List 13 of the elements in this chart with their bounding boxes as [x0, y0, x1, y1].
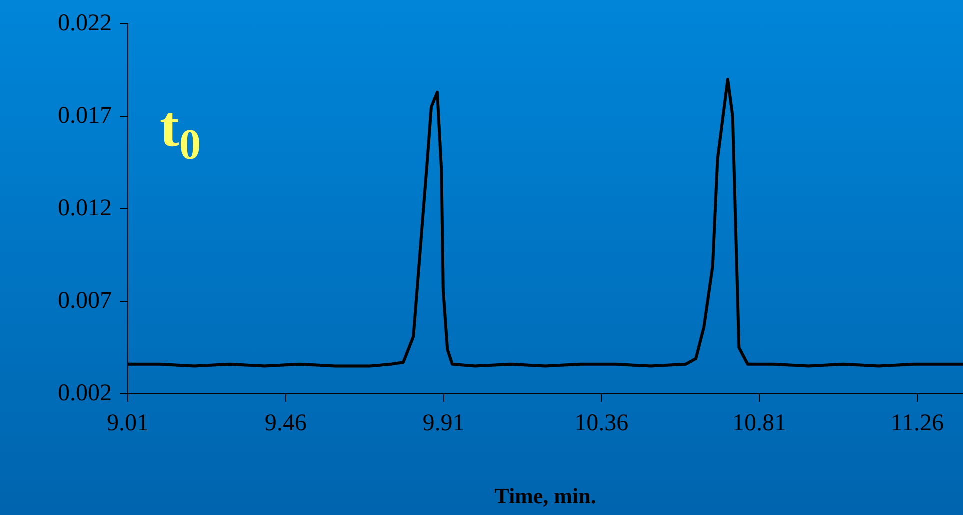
x-tick-label: 9.91 [422, 410, 465, 437]
y-tick-label: 0.017 [58, 102, 112, 129]
x-tick-label: 9.01 [107, 410, 149, 437]
annotation: t$_{0}$ [160, 94, 202, 170]
x-tick-label: 11.26 [890, 410, 944, 437]
x-axis-title: Time, min. [494, 483, 596, 508]
y-tick-label: 0.007 [58, 288, 112, 314]
x-tick-label: 9.46 [264, 410, 307, 437]
y-tick-label: 0.022 [58, 10, 112, 36]
y-tick-label: 0.002 [58, 380, 112, 406]
y-tick-label: 0.012 [58, 195, 112, 222]
x-tick-label: 10.36 [574, 410, 629, 437]
x-tick-label: 10.81 [732, 410, 787, 437]
